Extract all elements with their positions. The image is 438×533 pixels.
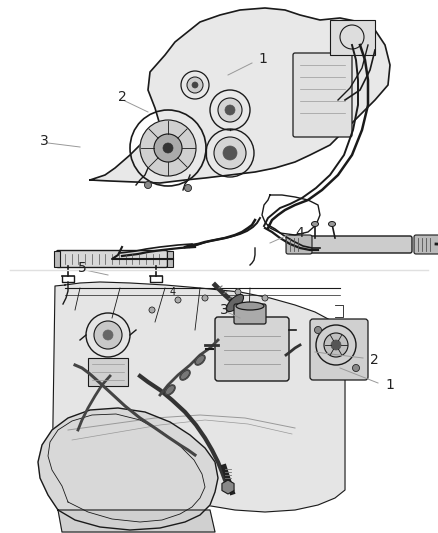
FancyBboxPatch shape [286,235,312,254]
Polygon shape [52,282,345,512]
Circle shape [145,182,152,189]
Bar [54,251,60,267]
Circle shape [218,98,242,122]
Polygon shape [58,510,215,532]
FancyBboxPatch shape [234,304,266,324]
Polygon shape [90,8,390,183]
Bar [330,20,375,55]
Circle shape [140,120,196,176]
Text: 5: 5 [78,261,87,275]
Circle shape [187,77,203,93]
Text: 4: 4 [295,226,304,240]
Ellipse shape [195,355,205,365]
Text: 2: 2 [370,353,379,367]
Circle shape [103,330,113,340]
Ellipse shape [226,294,244,312]
Circle shape [235,289,241,295]
Circle shape [223,146,237,160]
Circle shape [331,340,341,350]
Circle shape [225,105,235,115]
FancyBboxPatch shape [57,251,167,268]
Circle shape [154,134,182,162]
Bar [167,251,173,267]
Ellipse shape [236,302,264,310]
Circle shape [94,321,122,349]
Bar [88,358,128,386]
Text: 1: 1 [258,52,267,66]
Circle shape [184,184,191,191]
FancyBboxPatch shape [414,235,438,254]
Circle shape [192,82,198,88]
FancyBboxPatch shape [310,319,368,380]
Circle shape [163,143,173,153]
Text: 3: 3 [40,134,49,148]
Text: 4: 4 [170,287,176,297]
Ellipse shape [311,222,318,227]
FancyBboxPatch shape [293,53,352,137]
Circle shape [214,137,246,169]
Circle shape [262,295,268,301]
Circle shape [175,297,181,303]
Circle shape [353,365,360,372]
Polygon shape [38,408,218,530]
Ellipse shape [180,370,190,380]
Ellipse shape [165,385,175,395]
Text: 2: 2 [118,90,127,104]
Text: 1: 1 [385,378,394,392]
Circle shape [324,333,348,357]
Text: 3: 3 [220,303,229,317]
Ellipse shape [328,222,336,227]
Circle shape [149,307,155,313]
Circle shape [202,295,208,301]
FancyBboxPatch shape [215,317,289,381]
FancyBboxPatch shape [288,236,412,253]
Circle shape [314,327,321,334]
